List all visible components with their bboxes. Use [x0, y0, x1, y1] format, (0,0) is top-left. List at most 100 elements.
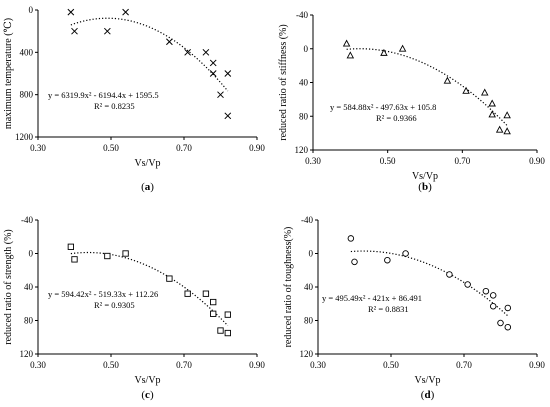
chart-panel-b: -40 0 40 80 1200.30 0.50 0.70 0.90 Vs/Vp reduced … — [278, 10, 545, 193]
data-point — [489, 111, 495, 117]
data-point — [210, 60, 216, 66]
data-point — [218, 328, 223, 333]
data-point — [72, 28, 78, 34]
chart-panel-d: -40 0 40 80 1200.30 0.50 0.70 0.90 Vs/Vp reduced … — [283, 215, 545, 401]
trendline-equation: y = 6319.9x² - 6194.4x + 1595.5 — [48, 90, 159, 100]
y-tick-label: -40 — [301, 215, 313, 225]
data-point — [123, 9, 129, 15]
x-axis-label: Vs/Vp — [134, 158, 160, 169]
data-point — [166, 39, 172, 45]
data-point — [72, 257, 77, 262]
data-point — [211, 299, 216, 304]
x-axis-label: Vs/Vp — [414, 375, 440, 386]
x-axis-label: Vs/Vp — [134, 375, 160, 386]
data-point — [344, 40, 350, 46]
data-point — [385, 257, 391, 263]
data-point — [347, 52, 353, 58]
y-axis-label: reduced ratio of strength (%) — [3, 229, 14, 345]
data-point — [105, 253, 110, 258]
data-point — [211, 311, 216, 316]
x-tick-label: 0.90 — [249, 360, 265, 370]
r-squared-label: R² = 0.8831 — [368, 304, 409, 314]
panel-caption: (c) — [141, 389, 154, 401]
y-tick-label: 120 — [295, 145, 309, 155]
y-tick-label: 40 — [299, 78, 309, 88]
data-point — [490, 303, 496, 309]
chart-panel-c: -40 0 40 80 1200.30 0.50 0.70 0.90 Vs/Vp reduced … — [3, 215, 265, 401]
x-tick-label: 0.70 — [454, 156, 470, 166]
data-point — [68, 244, 73, 249]
y-tick-label: 1200 — [15, 132, 34, 142]
x-tick-label: 0.70 — [176, 360, 192, 370]
panel-caption: (b) — [418, 181, 432, 193]
x-tick-label: 0.30 — [30, 360, 46, 370]
x-tick-label: 0.50 — [383, 360, 399, 370]
data-point — [504, 128, 510, 134]
trendline-equation: y = 594.42x² - 519.33x + 112.26 — [48, 289, 158, 299]
data-point — [104, 28, 110, 34]
x-tick-label: 0.50 — [103, 360, 119, 370]
x-tick-label: 0.50 — [103, 143, 119, 153]
data-point — [403, 251, 409, 257]
x-tick-label: 0.50 — [380, 156, 396, 166]
data-point — [225, 113, 231, 119]
data-point — [489, 100, 495, 106]
y-tick-label: 0 — [29, 249, 34, 259]
x-tick-label: 0.70 — [456, 360, 472, 370]
data-point — [348, 236, 354, 242]
y-tick-label: 0 — [304, 44, 309, 54]
x-tick-label: 0.90 — [249, 143, 265, 153]
y-tick-label: 80 — [304, 316, 314, 326]
data-point — [68, 9, 74, 15]
x-tick-label: 0.90 — [529, 360, 545, 370]
y-tick-label: 40 — [24, 282, 34, 292]
data-point — [352, 259, 358, 265]
y-tick-label: -40 — [296, 10, 308, 20]
panel-caption: (a) — [141, 181, 154, 193]
y-tick-label: 400 — [20, 47, 34, 57]
y-tick-label: 0 — [309, 249, 314, 259]
panel-caption: (d) — [421, 389, 435, 401]
data-point — [400, 46, 406, 52]
data-point — [490, 293, 496, 299]
y-tick-label: 80 — [299, 111, 309, 121]
data-point — [203, 291, 208, 296]
y-axis-label: maximum temperature (℃) — [3, 18, 14, 129]
data-point — [498, 320, 504, 326]
data-point — [167, 276, 172, 281]
data-point — [444, 78, 450, 84]
data-point — [465, 282, 471, 288]
data-point — [203, 49, 209, 55]
x-tick-label: 0.70 — [176, 143, 192, 153]
r-squared-label: R² = 0.9305 — [94, 300, 135, 310]
trendline-equation: y = 584.88x² - 497.63x + 105.8 — [330, 102, 436, 112]
data-point — [447, 272, 453, 278]
data-point — [483, 288, 489, 294]
y-tick-label: 40 — [304, 282, 314, 292]
y-tick-label: 0 — [29, 5, 34, 15]
data-point — [210, 71, 216, 77]
r-squared-label: R² = 0.8235 — [94, 101, 135, 111]
y-tick-label: 800 — [20, 90, 34, 100]
data-point — [123, 251, 128, 256]
x-tick-label: 0.30 — [305, 156, 321, 166]
data-point — [505, 324, 511, 330]
trendline — [347, 49, 508, 126]
x-tick-label: 0.30 — [310, 360, 326, 370]
y-tick-label: -40 — [21, 215, 33, 225]
data-point — [497, 127, 503, 133]
x-tick-label: 0.30 — [30, 143, 46, 153]
y-axis-label: reduced ratio of toughness(%) — [283, 227, 294, 348]
data-point — [225, 330, 230, 335]
x-tick-label: 0.90 — [529, 156, 545, 166]
data-point — [504, 112, 510, 118]
y-tick-label: 80 — [24, 316, 34, 326]
data-point — [505, 305, 511, 311]
data-point — [185, 291, 190, 296]
y-tick-label: 120 — [20, 349, 34, 359]
data-point — [225, 71, 231, 77]
data-point — [482, 89, 488, 95]
y-axis-label: reduced ratio of stiffness (%) — [278, 24, 289, 140]
